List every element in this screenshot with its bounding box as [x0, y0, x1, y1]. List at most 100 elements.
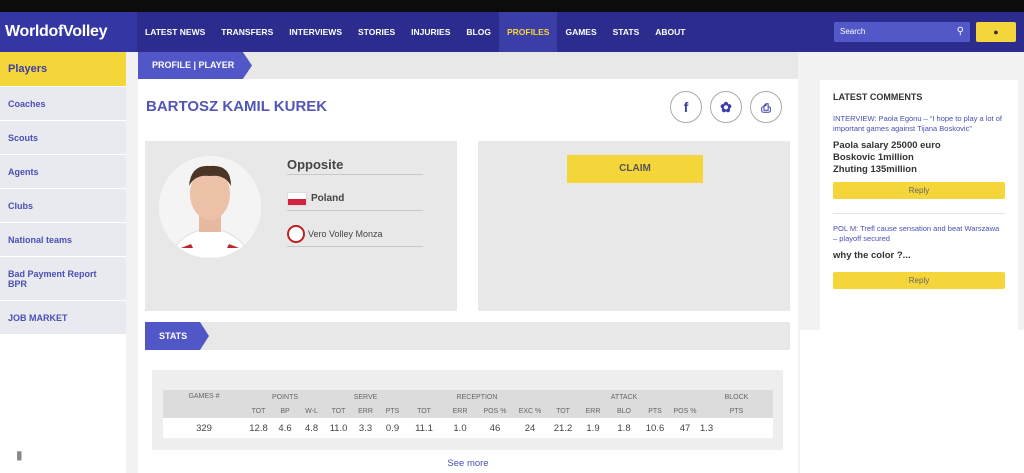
twitter-icon: ✿: [720, 99, 732, 115]
reply-button[interactable]: Reply: [833, 272, 1005, 289]
sidebar: Players Coaches Scouts Agents Clubs Nati…: [0, 52, 126, 473]
search-icon[interactable]: ⚲: [956, 26, 964, 37]
main-nav: WorldofVolley LATEST NEWS TRANSFERS INTE…: [0, 12, 1024, 52]
facebook-icon: f: [683, 99, 689, 115]
breadcrumb: PROFILE | PLAYER: [138, 52, 252, 79]
facebook-share-button[interactable]: f: [670, 91, 702, 123]
stats-tag: STATS: [145, 322, 209, 350]
main-content: PROFILE | PLAYER BARTOSZ KAMIL KUREK f ✿…: [138, 52, 798, 473]
table-row: 329 12.8 4.6 4.8 11.0 3.3 0.9 11.1 1.0 46 24 21.2 1.…: [163, 418, 773, 438]
nav-blog[interactable]: BLOG: [466, 27, 491, 37]
cell: 1.0: [442, 418, 478, 438]
cell: 10.6: [640, 418, 670, 438]
cell: 11.1: [406, 418, 442, 438]
subheader: POS %: [483, 407, 507, 415]
sidebar-item-agents[interactable]: Agents: [0, 155, 126, 189]
player-country: Poland: [287, 187, 423, 211]
sidebar-item-national-teams[interactable]: National teams: [0, 223, 126, 257]
sidebar-item-coaches[interactable]: Coaches: [0, 87, 126, 121]
subheader: W-L: [305, 407, 318, 415]
subheader: POS %: [673, 407, 697, 415]
cell: 3.3: [352, 418, 379, 438]
club-name[interactable]: Vero Volley Monza: [308, 228, 383, 239]
see-more-link[interactable]: See more: [447, 458, 489, 469]
nav-stats[interactable]: STATS: [612, 27, 640, 37]
nav-stories[interactable]: STORIES: [358, 27, 396, 37]
breadcrumb-bar: PROFILE | PLAYER: [138, 52, 798, 79]
claim-button[interactable]: CLAIM: [567, 155, 703, 183]
cell: 11.0: [325, 418, 352, 438]
twitter-share-button[interactable]: ✿: [710, 91, 742, 123]
nav-injuries[interactable]: INJURIES: [411, 27, 451, 37]
poland-flag-icon: [287, 191, 307, 206]
subheader: TOT: [331, 407, 346, 415]
subheader: TOT: [417, 407, 431, 415]
comment-line: Zhuting 135million: [833, 164, 917, 175]
cell: 1.9: [578, 418, 608, 438]
reply-button[interactable]: Reply: [833, 182, 1005, 199]
comment-article-link[interactable]: INTERVIEW: Paola Egonu – “I hope to play…: [833, 114, 1002, 133]
comment-line: why the color ?...: [833, 250, 911, 261]
cell: 12.8: [245, 418, 272, 438]
comment-text: why the color ?...: [833, 250, 1005, 262]
subheader: PTS: [648, 407, 662, 415]
cell: 21.2: [548, 418, 578, 438]
header-serve: SERVE: [353, 393, 378, 401]
sidebar-item-bad-payment-report[interactable]: Bad Payment Report BPR: [0, 257, 126, 301]
nav-games[interactable]: GAMES: [565, 27, 597, 37]
stats-table: GAMES # POINTS SERVE RECEPTION ATTACK BL…: [163, 390, 773, 438]
player-name: BARTOSZ KAMIL KUREK: [146, 98, 328, 115]
cell: 329: [163, 418, 245, 438]
nav-latest-news[interactable]: LATEST NEWS: [145, 27, 206, 37]
stats-group-header: GAMES # POINTS SERVE RECEPTION ATTACK BL…: [163, 390, 773, 404]
cell: 46: [478, 418, 512, 438]
subheader: ERR: [585, 407, 601, 415]
header-attack: ATTACK: [610, 393, 638, 401]
subheader: BLO: [616, 407, 631, 415]
comment-line: Paola salary 25000 euro: [833, 140, 941, 151]
cell: 1.8: [608, 418, 640, 438]
claim-card: CLAIM: [478, 141, 790, 311]
print-icon: ⎙: [761, 101, 771, 115]
sidebar-item-players[interactable]: Players: [0, 52, 126, 87]
stats-box: GAMES # POINTS SERVE RECEPTION ATTACK BL…: [152, 370, 783, 450]
divider: [833, 213, 1005, 214]
comment-article-link[interactable]: POL M: Trefl cause sensation and beat Wa…: [833, 224, 1000, 243]
cell: 24: [512, 418, 548, 438]
subheader: BP: [280, 407, 290, 415]
player-club: Vero Volley Monza: [287, 221, 423, 247]
subheader: ERR: [358, 407, 373, 415]
nav-profiles[interactable]: PROFILES: [498, 12, 558, 52]
nav-about[interactable]: ABOUT: [655, 27, 686, 37]
right-background: [800, 330, 1024, 473]
subheader: EXC %: [518, 407, 542, 415]
sidebar-item-job-market[interactable]: JOB MARKET: [0, 301, 126, 335]
cell: 4.8: [298, 418, 325, 438]
subheader: TOT: [251, 407, 266, 415]
subheader: PTS: [729, 407, 744, 415]
cell: 4.6: [272, 418, 298, 438]
cell: 0.9: [379, 418, 406, 438]
header-reception: RECEPTION: [456, 393, 498, 401]
search-placeholder: Search: [840, 27, 866, 36]
header-block: BLOCK: [724, 393, 749, 401]
comment-text: Paola salary 25000 euro Boskovic 1millio…: [833, 140, 1005, 176]
comments-title: LATEST COMMENTS: [833, 92, 923, 102]
header-points: POINTS: [271, 393, 299, 401]
nav-transfers[interactable]: TRANSFERS: [221, 27, 274, 37]
comment-line: Boskovic 1million: [833, 152, 914, 163]
nav-interviews[interactable]: INTERVIEWS: [289, 27, 342, 37]
country-name[interactable]: Poland: [311, 193, 345, 204]
nav-menu: LATEST NEWS TRANSFERS INTERVIEWS STORIES…: [137, 12, 693, 52]
sidebar-item-clubs[interactable]: Clubs: [0, 189, 126, 223]
bookmark-icon[interactable]: ▮: [16, 448, 23, 462]
subheader: ERR: [452, 407, 468, 415]
club-logo: [287, 224, 305, 243]
logo[interactable]: WorldofVolley: [0, 12, 137, 52]
cell: 47: [670, 418, 700, 438]
search-input[interactable]: Search ⚲: [834, 22, 970, 42]
user-button[interactable]: ●: [976, 22, 1016, 42]
print-button[interactable]: ⎙: [750, 91, 782, 123]
sidebar-item-scouts[interactable]: Scouts: [0, 121, 126, 155]
player-photo: [159, 156, 261, 258]
